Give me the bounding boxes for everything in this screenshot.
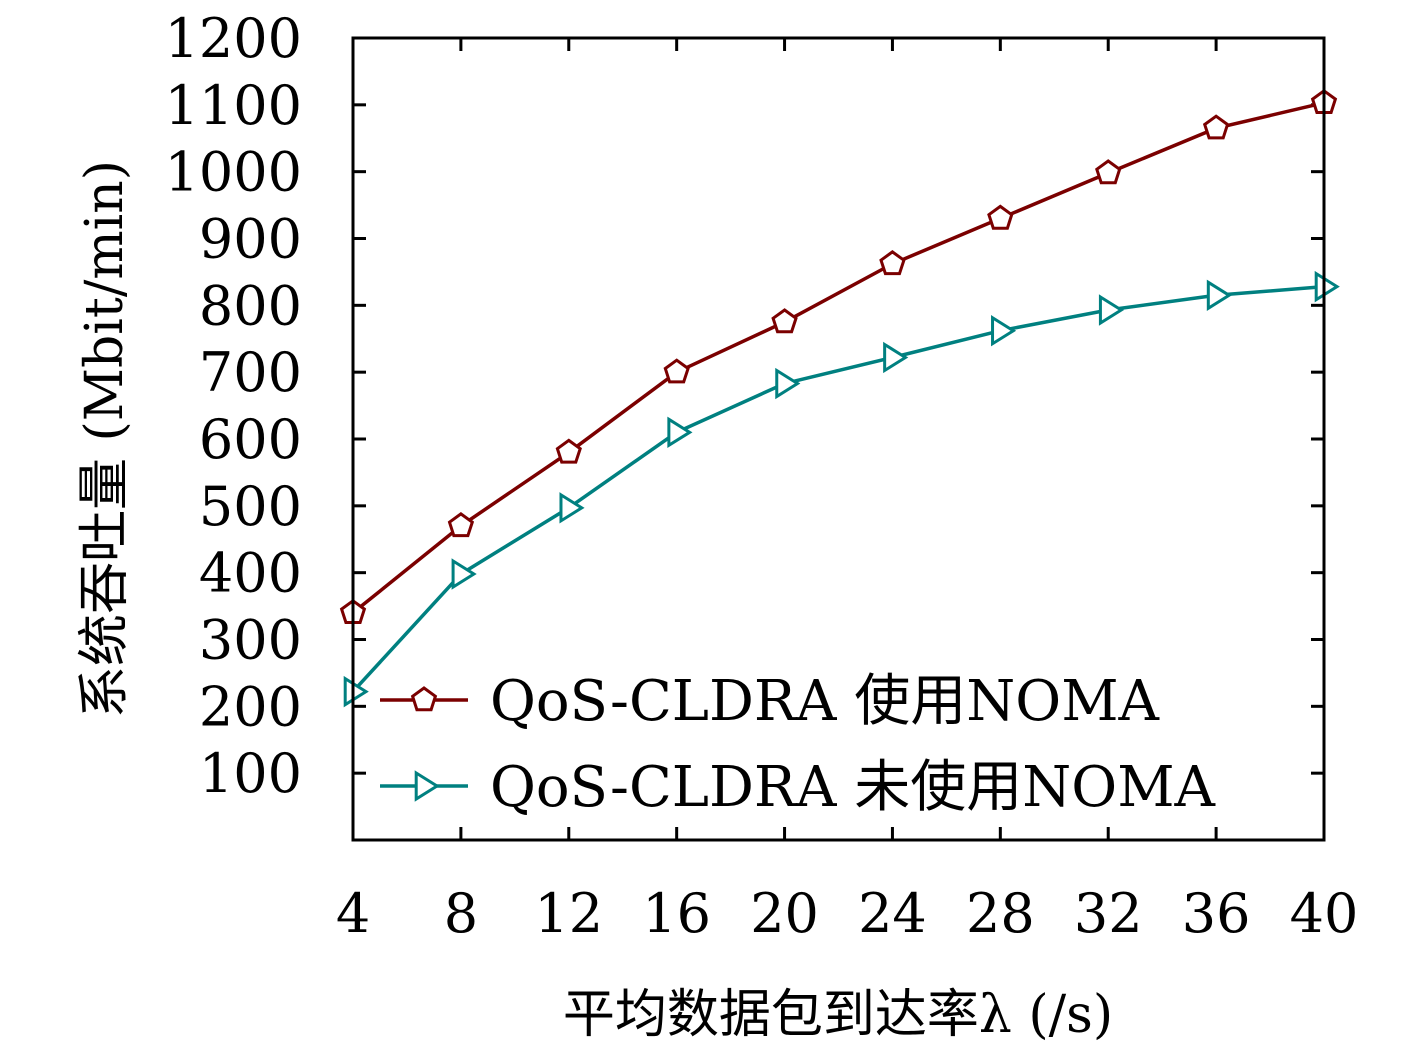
y-tick-label: 700 — [199, 341, 302, 404]
data-point — [663, 358, 690, 384]
legend: QoS-CLDRA 使用NOMA QoS-CLDRA 未使用NOMA — [380, 669, 1216, 820]
x-tick-label: 12 — [534, 882, 603, 945]
data-point — [343, 675, 369, 708]
x-tick-label: 32 — [1074, 882, 1143, 945]
data-point — [1314, 270, 1340, 303]
data-point — [559, 492, 585, 524]
legend-label: QoS-CLDRA 未使用NOMA — [490, 755, 1216, 820]
data-point — [1098, 294, 1125, 326]
data-point — [447, 512, 475, 538]
x-tick-label: 4 — [336, 882, 370, 945]
y-tick-label: 600 — [199, 408, 302, 471]
data-point — [451, 558, 477, 590]
series-layer — [339, 88, 1340, 708]
data-point — [555, 438, 582, 464]
y-tick-label: 400 — [199, 542, 302, 605]
plot-frame — [351, 36, 1326, 842]
tick-labels: 4 8 12 16 20 24 28 32 36 40 1002003004005006007008… — [165, 7, 1359, 945]
data-point — [987, 204, 1014, 230]
x-tick-label: 36 — [1182, 882, 1251, 945]
data-point — [1202, 114, 1230, 140]
legend-item: QoS-CLDRA 使用NOMA — [380, 669, 1160, 734]
data-point — [667, 416, 693, 449]
data-point — [879, 250, 906, 276]
axis-ticks — [351, 36, 1326, 840]
data-point — [1206, 279, 1232, 312]
y-tick-label: 200 — [199, 675, 302, 738]
x-tick-label: 40 — [1290, 882, 1359, 945]
y-tick-label: 800 — [199, 274, 302, 337]
data-point — [775, 367, 801, 400]
legend-swatch-marker — [414, 770, 440, 802]
legend-swatch-marker — [410, 686, 438, 712]
y-tick-label: 1100 — [165, 74, 302, 137]
legend-label: QoS-CLDRA 使用NOMA — [490, 669, 1160, 734]
y-tick-label: 100 — [199, 742, 302, 805]
data-point — [991, 315, 1017, 347]
x-tick-label: 16 — [642, 882, 711, 945]
y-tick-label: 1000 — [165, 141, 302, 204]
y-tick-label: 300 — [199, 609, 302, 672]
series-line — [351, 284, 1325, 693]
y-axis-title: 系统吞吐量 (Mbit/min) — [75, 160, 135, 718]
y-tick-label: 900 — [199, 208, 302, 271]
data-point — [1095, 159, 1122, 185]
y-tick-label: 500 — [199, 475, 302, 538]
series-2 — [343, 270, 1340, 708]
x-tick-label: 28 — [966, 882, 1035, 945]
x-axis-title: 平均数据包到达率λ (/s) — [563, 985, 1113, 1045]
series-1 — [339, 88, 1338, 624]
y-tick-label: 1200 — [165, 7, 302, 70]
x-tick-label: 8 — [444, 882, 478, 945]
data-point — [771, 308, 798, 334]
x-tick-label: 24 — [858, 882, 927, 945]
x-tick-label: 20 — [750, 882, 819, 945]
series-line — [351, 101, 1325, 615]
legend-item: QoS-CLDRA 未使用NOMA — [380, 755, 1216, 820]
data-point — [883, 341, 909, 374]
